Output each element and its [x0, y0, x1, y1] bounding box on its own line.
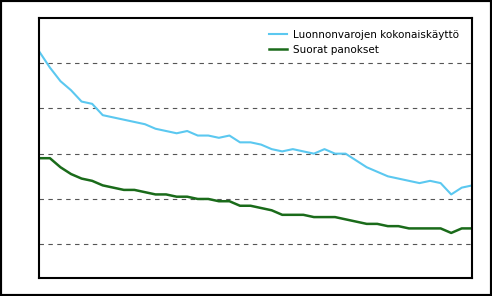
Line: Luonnonvarojen kokonaiskäyttö: Luonnonvarojen kokonaiskäyttö	[39, 52, 472, 194]
Luonnonvarojen kokonaiskäyttö	[374, 170, 380, 173]
Luonnonvarojen kokonaiskäyttö	[68, 89, 74, 92]
Luonnonvarojen kokonaiskäyttö	[79, 100, 85, 103]
Luonnonvarojen kokonaiskäyttö	[353, 159, 359, 162]
Suorat panokset	[332, 215, 338, 219]
Suorat panokset	[142, 190, 148, 194]
Luonnonvarojen kokonaiskäyttö	[247, 141, 253, 144]
Suorat panokset	[301, 213, 307, 217]
Luonnonvarojen kokonaiskäyttö	[342, 152, 348, 155]
Luonnonvarojen kokonaiskäyttö	[142, 123, 148, 126]
Suorat panokset	[216, 200, 222, 203]
Suorat panokset	[184, 195, 190, 199]
Luonnonvarojen kokonaiskäyttö	[163, 129, 169, 133]
Suorat panokset	[417, 227, 423, 230]
Luonnonvarojen kokonaiskäyttö	[332, 152, 338, 155]
Suorat panokset	[153, 193, 158, 196]
Legend: Luonnonvarojen kokonaiskäyttö, Suorat panokset: Luonnonvarojen kokonaiskäyttö, Suorat pa…	[265, 25, 463, 59]
Suorat panokset	[279, 213, 285, 217]
Luonnonvarojen kokonaiskäyttö	[100, 113, 106, 117]
Suorat panokset	[385, 224, 391, 228]
Suorat panokset	[342, 218, 348, 221]
Luonnonvarojen kokonaiskäyttö	[311, 152, 317, 155]
Suorat panokset	[36, 156, 42, 160]
Suorat panokset	[374, 222, 380, 226]
Luonnonvarojen kokonaiskäyttö	[195, 134, 201, 137]
Suorat panokset	[47, 156, 53, 160]
Luonnonvarojen kokonaiskäyttö	[279, 149, 285, 153]
Luonnonvarojen kokonaiskäyttö	[469, 184, 475, 187]
Suorat panokset	[58, 165, 63, 169]
Luonnonvarojen kokonaiskäyttö	[269, 147, 275, 151]
Luonnonvarojen kokonaiskäyttö	[322, 147, 328, 151]
Suorat panokset	[237, 204, 243, 207]
Suorat panokset	[290, 213, 296, 217]
Suorat panokset	[247, 204, 253, 207]
Luonnonvarojen kokonaiskäyttö	[110, 116, 116, 119]
Suorat panokset	[459, 227, 465, 230]
Suorat panokset	[448, 231, 454, 235]
Luonnonvarojen kokonaiskäyttö	[427, 179, 433, 183]
Line: Suorat panokset: Suorat panokset	[39, 158, 472, 233]
Suorat panokset	[427, 227, 433, 230]
Suorat panokset	[396, 224, 401, 228]
Suorat panokset	[226, 200, 232, 203]
Luonnonvarojen kokonaiskäyttö	[301, 149, 307, 153]
Suorat panokset	[438, 227, 444, 230]
Suorat panokset	[258, 206, 264, 210]
Luonnonvarojen kokonaiskäyttö	[396, 177, 401, 180]
Luonnonvarojen kokonaiskäyttö	[237, 141, 243, 144]
Suorat panokset	[100, 184, 106, 187]
Luonnonvarojen kokonaiskäyttö	[47, 66, 53, 69]
Luonnonvarojen kokonaiskäyttö	[438, 181, 444, 185]
Suorat panokset	[353, 220, 359, 223]
Luonnonvarojen kokonaiskäyttö	[226, 134, 232, 137]
Luonnonvarojen kokonaiskäyttö	[417, 181, 423, 185]
Luonnonvarojen kokonaiskäyttö	[205, 134, 211, 137]
Suorat panokset	[469, 227, 475, 230]
Suorat panokset	[163, 193, 169, 196]
Suorat panokset	[205, 197, 211, 201]
Luonnonvarojen kokonaiskäyttö	[258, 143, 264, 147]
Luonnonvarojen kokonaiskäyttö	[121, 118, 127, 121]
Suorat panokset	[131, 188, 137, 192]
Suorat panokset	[89, 179, 95, 183]
Suorat panokset	[79, 177, 85, 180]
Suorat panokset	[174, 195, 180, 199]
Suorat panokset	[121, 188, 127, 192]
Suorat panokset	[68, 172, 74, 176]
Luonnonvarojen kokonaiskäyttö	[385, 175, 391, 178]
Luonnonvarojen kokonaiskäyttö	[89, 102, 95, 106]
Luonnonvarojen kokonaiskäyttö	[459, 186, 465, 189]
Luonnonvarojen kokonaiskäyttö	[364, 165, 369, 169]
Luonnonvarojen kokonaiskäyttö	[131, 120, 137, 124]
Luonnonvarojen kokonaiskäyttö	[174, 131, 180, 135]
Luonnonvarojen kokonaiskäyttö	[448, 193, 454, 196]
Luonnonvarojen kokonaiskäyttö	[290, 147, 296, 151]
Luonnonvarojen kokonaiskäyttö	[153, 127, 158, 131]
Luonnonvarojen kokonaiskäyttö	[406, 179, 412, 183]
Suorat panokset	[269, 208, 275, 212]
Luonnonvarojen kokonaiskäyttö	[36, 50, 42, 54]
Suorat panokset	[195, 197, 201, 201]
Suorat panokset	[110, 186, 116, 189]
Luonnonvarojen kokonaiskäyttö	[184, 129, 190, 133]
Suorat panokset	[311, 215, 317, 219]
Suorat panokset	[406, 227, 412, 230]
Luonnonvarojen kokonaiskäyttö	[216, 136, 222, 140]
Luonnonvarojen kokonaiskäyttö	[58, 79, 63, 83]
Suorat panokset	[364, 222, 369, 226]
Suorat panokset	[322, 215, 328, 219]
